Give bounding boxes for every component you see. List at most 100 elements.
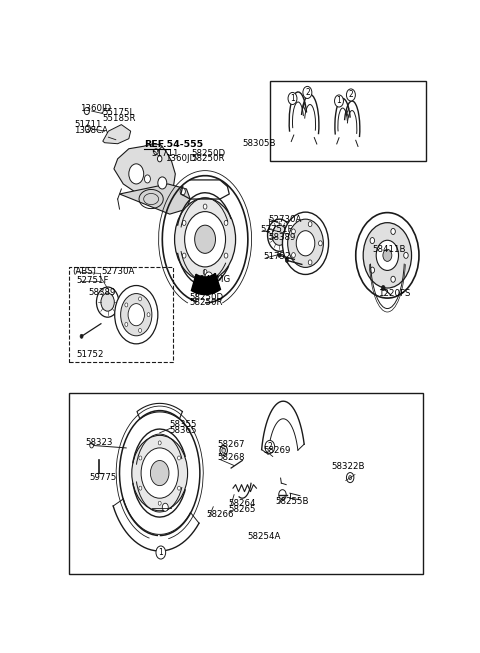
Text: 58305B: 58305B [242,139,276,148]
Circle shape [150,460,169,486]
Circle shape [84,108,89,114]
Text: 58323: 58323 [85,438,113,447]
Circle shape [279,490,286,500]
Text: 58254A: 58254A [248,532,281,541]
Circle shape [224,253,228,258]
Text: 58268: 58268 [217,453,244,462]
Circle shape [205,272,213,282]
Text: 52730A: 52730A [268,215,302,223]
Text: 52751F: 52751F [261,225,293,234]
Circle shape [288,219,324,268]
Polygon shape [114,144,175,199]
Text: 1220FS: 1220FS [378,289,410,298]
Text: (ABS): (ABS) [72,268,96,276]
Text: 58264: 58264 [228,499,256,508]
Circle shape [175,198,236,281]
Circle shape [224,221,228,225]
Circle shape [370,238,374,244]
Circle shape [203,204,207,209]
Circle shape [139,297,142,301]
Circle shape [157,156,162,162]
Text: 1338CA: 1338CA [74,125,108,135]
Circle shape [180,188,185,195]
Circle shape [182,253,186,258]
Circle shape [391,276,396,282]
Circle shape [132,436,188,511]
Circle shape [267,219,291,251]
Text: 58266: 58266 [206,510,234,519]
Circle shape [356,213,419,298]
Text: 1: 1 [290,94,295,103]
Circle shape [391,229,396,234]
Text: 1: 1 [158,548,163,557]
Circle shape [185,212,226,267]
Circle shape [220,445,228,456]
Circle shape [85,125,91,132]
Circle shape [90,443,94,448]
Text: 58365: 58365 [169,426,196,435]
Text: 58250R: 58250R [192,154,225,163]
Circle shape [195,225,216,253]
Circle shape [125,323,128,326]
Text: 58389: 58389 [88,287,115,296]
Circle shape [156,546,166,559]
Circle shape [383,249,392,261]
Text: 58255B: 58255B [275,497,309,506]
Text: 55175L: 55175L [103,108,135,117]
Polygon shape [120,184,190,214]
Circle shape [308,221,312,227]
Text: 1140MG: 1140MG [194,275,230,284]
Circle shape [278,253,281,257]
Text: 58250D: 58250D [190,293,224,302]
Circle shape [178,486,180,490]
Circle shape [129,164,144,184]
Text: 52730A: 52730A [101,268,134,276]
Text: 58355: 58355 [169,420,196,429]
Circle shape [178,456,180,460]
Circle shape [347,473,354,483]
Text: 58269: 58269 [264,447,291,455]
Circle shape [348,475,352,479]
Circle shape [319,241,322,246]
Circle shape [158,177,167,189]
Text: 58265: 58265 [228,505,256,514]
Circle shape [308,260,312,265]
Circle shape [115,285,158,344]
Text: 1360JD: 1360JD [81,104,111,113]
Text: 2: 2 [348,91,353,99]
Circle shape [370,267,374,273]
Circle shape [203,270,207,274]
Text: 58389: 58389 [268,233,296,242]
Text: 58250D: 58250D [192,149,226,158]
Polygon shape [103,125,131,144]
Text: 1: 1 [336,97,341,106]
Circle shape [141,448,178,498]
Circle shape [139,456,142,460]
Text: 51711: 51711 [151,149,179,158]
Text: 55185R: 55185R [103,114,136,123]
Circle shape [162,503,168,511]
Circle shape [282,212,329,274]
Circle shape [139,328,142,332]
Circle shape [96,287,119,317]
Circle shape [158,502,161,505]
Text: 58250R: 58250R [190,298,223,307]
Text: 59775: 59775 [89,473,116,482]
Text: 52751F: 52751F [76,276,108,285]
Bar [270,81,426,161]
Circle shape [128,304,144,326]
Circle shape [376,240,398,270]
Text: 51752: 51752 [264,252,291,261]
Circle shape [125,303,128,307]
Circle shape [144,175,150,183]
Circle shape [158,441,161,445]
Circle shape [292,253,295,258]
Circle shape [154,149,158,155]
Circle shape [296,231,315,256]
Polygon shape [192,274,220,295]
Circle shape [139,486,142,490]
Circle shape [286,259,288,263]
Circle shape [120,294,152,336]
Bar [69,392,423,573]
Bar [69,267,173,362]
